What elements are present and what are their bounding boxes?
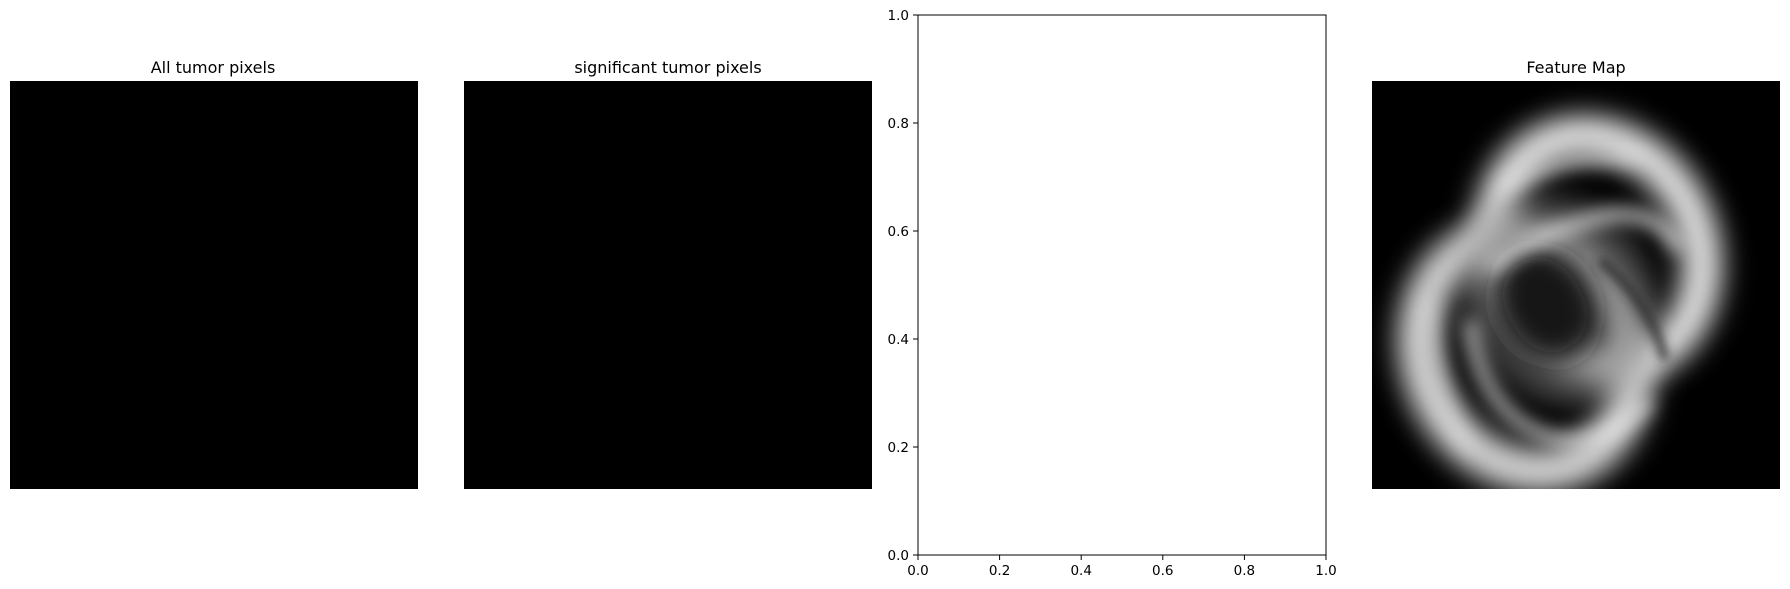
x-axis: 0.0 0.2 0.4 0.6 0.8 1.0 [907,555,1337,579]
tumor-image-all [10,81,418,489]
x-tick-label: 0.4 [1070,563,1091,579]
panel-significant-tumor-pixels: significant tumor pixels [464,58,872,489]
panel-title: All tumor pixels [151,58,276,77]
panel-title: significant tumor pixels [574,58,761,77]
y-tick-label: 1.0 [888,8,909,24]
x-tick-label: 0.2 [989,563,1010,579]
panel-feature-map: Feature Map [1372,58,1780,489]
y-tick-label: 0.0 [888,548,909,564]
y-tick-label: 0.6 [888,224,909,240]
x-tick-label: 0.8 [1234,563,1255,579]
tumor-image-significant [464,81,872,489]
feature-map-image [1372,81,1780,489]
panel-all-tumor-pixels: All tumor pixels [10,58,418,489]
y-tick-label: 0.8 [888,116,909,132]
plot-area [917,14,1327,556]
y-tick-label: 0.2 [888,440,909,456]
x-tick-label: 0.0 [907,563,928,579]
x-tick-label: 0.6 [1152,563,1173,579]
x-tick-label: 1.0 [1315,563,1336,579]
y-tick-label: 0.4 [888,332,909,348]
panel-title: Feature Map [1526,58,1625,77]
empty-axes-panel: 0.0 0.2 0.4 0.6 0.8 1.0 0.0 0.2 0.4 0.6 0.8 1.0 [888,8,1337,579]
y-axis: 0.0 0.2 0.4 0.6 0.8 1.0 [888,8,918,564]
